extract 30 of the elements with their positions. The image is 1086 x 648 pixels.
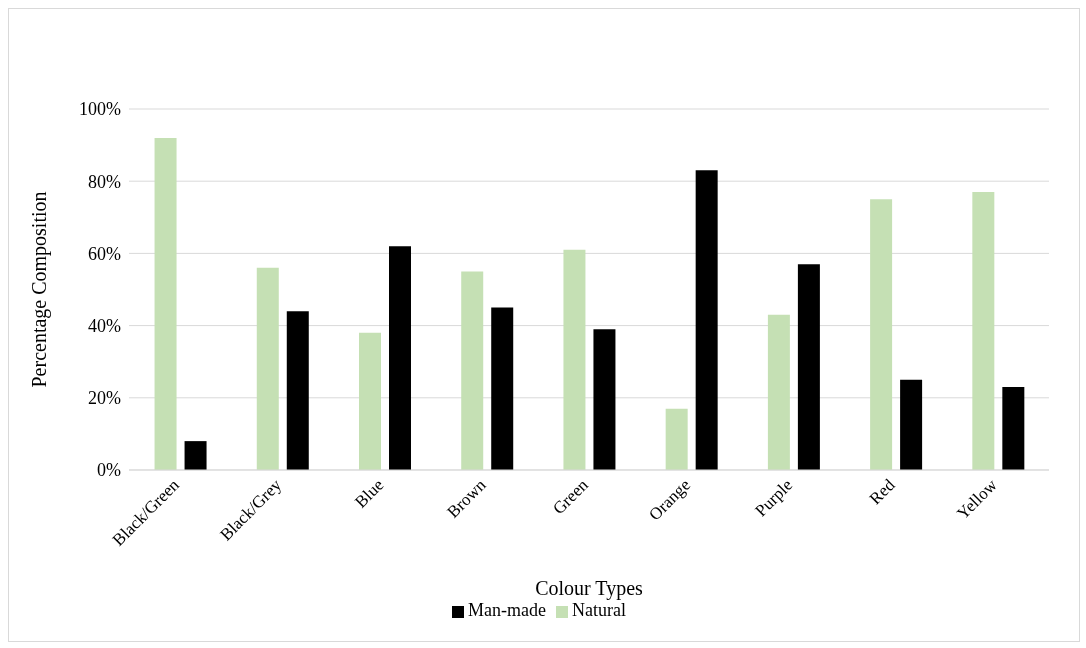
bar (491, 307, 514, 470)
bar (1002, 386, 1025, 470)
x-tick-label: Blue (351, 475, 388, 512)
legend-label: Natural (571, 600, 626, 620)
bar (870, 199, 893, 470)
x-tick-label: Red (865, 475, 899, 509)
y-tick-label: 80% (88, 171, 121, 192)
bar (797, 264, 820, 470)
y-tick-label: 100% (79, 99, 121, 120)
bar (389, 246, 411, 470)
bar (767, 314, 790, 470)
bar (900, 379, 923, 470)
bar (286, 311, 309, 470)
bar (184, 441, 207, 470)
bar (665, 408, 688, 470)
y-tick-label: 40% (88, 315, 121, 336)
y-tick-label: 0% (97, 460, 121, 481)
bar (359, 332, 381, 470)
y-tick-label: 20% (88, 388, 121, 409)
bar (593, 329, 616, 470)
bar (461, 271, 484, 470)
bar (256, 267, 279, 470)
bar (563, 249, 586, 470)
legend-label: Man-made (468, 600, 546, 620)
bar (972, 192, 995, 470)
y-axis-title: Percentage Composition (28, 191, 52, 388)
bar (695, 170, 718, 470)
y-tick-label: 60% (88, 243, 121, 264)
bar (154, 137, 177, 470)
x-axis-title: Colour Types (535, 577, 644, 600)
